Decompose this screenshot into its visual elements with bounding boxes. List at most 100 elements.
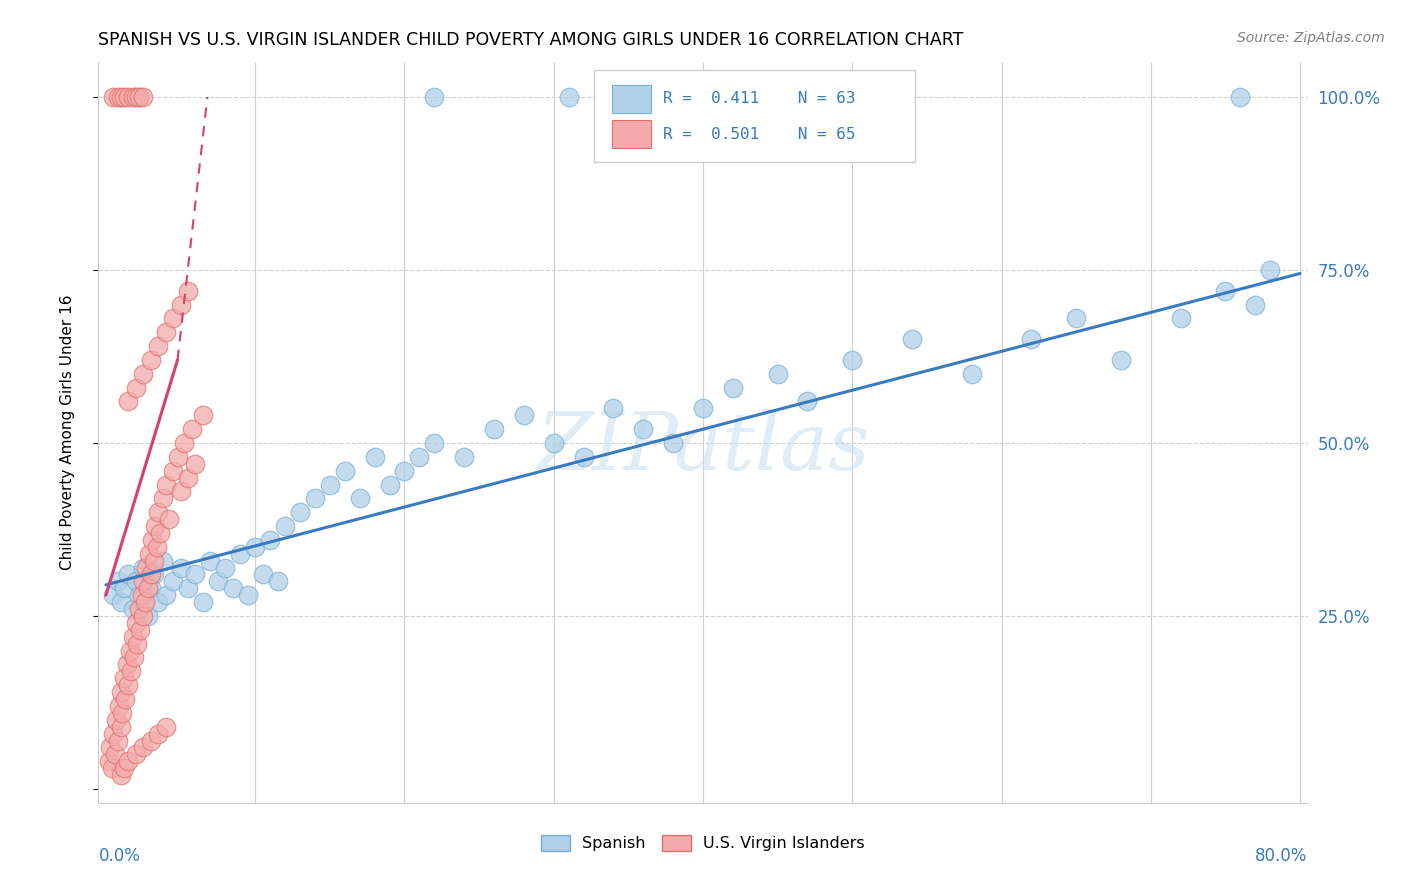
Point xyxy=(122,650,145,665)
Point xyxy=(128,90,150,104)
Point xyxy=(132,560,155,574)
FancyBboxPatch shape xyxy=(595,70,915,162)
Text: 0.0%: 0.0% xyxy=(98,847,141,865)
Point xyxy=(266,574,288,589)
Point xyxy=(288,505,311,519)
Point xyxy=(207,574,229,589)
Point xyxy=(132,367,155,381)
Point xyxy=(543,436,565,450)
Point xyxy=(841,353,863,368)
Point xyxy=(115,657,138,672)
Text: ZIPatlas: ZIPatlas xyxy=(536,409,870,486)
Point xyxy=(423,90,446,104)
Point xyxy=(107,90,129,104)
Point xyxy=(408,450,430,464)
Bar xyxy=(613,120,651,148)
Point xyxy=(149,525,172,540)
Point xyxy=(184,567,207,582)
Point xyxy=(98,740,121,755)
Legend: Spanish, U.S. Virgin Islanders: Spanish, U.S. Virgin Islanders xyxy=(534,829,872,858)
Point xyxy=(125,90,148,104)
Point xyxy=(692,401,714,416)
Point xyxy=(105,713,128,727)
Point xyxy=(252,567,274,582)
Point xyxy=(121,90,143,104)
Point xyxy=(103,588,125,602)
Point xyxy=(139,733,162,747)
Point xyxy=(177,284,200,298)
Point xyxy=(139,353,162,368)
Text: 80.0%: 80.0% xyxy=(1256,847,1308,865)
Point xyxy=(128,90,150,104)
Point xyxy=(1170,311,1192,326)
Point xyxy=(394,464,416,478)
Point xyxy=(453,450,475,464)
Point xyxy=(304,491,326,506)
Point xyxy=(602,401,624,416)
Point xyxy=(169,484,191,499)
Point xyxy=(572,450,595,464)
Point xyxy=(766,367,789,381)
Point xyxy=(120,665,142,679)
Point xyxy=(107,574,129,589)
Point xyxy=(243,540,266,554)
Point xyxy=(1229,90,1251,104)
Point xyxy=(662,436,685,450)
Point xyxy=(132,740,155,755)
Point xyxy=(111,706,134,720)
Point xyxy=(103,90,125,104)
Point xyxy=(155,326,177,340)
Point xyxy=(1109,353,1132,368)
Point xyxy=(157,512,180,526)
Point xyxy=(181,422,204,436)
Point xyxy=(145,540,167,554)
Point xyxy=(110,720,132,734)
Text: R =  0.411    N = 63: R = 0.411 N = 63 xyxy=(664,91,856,106)
Point xyxy=(274,519,297,533)
Point xyxy=(662,90,685,104)
Point xyxy=(112,761,135,775)
Point xyxy=(104,747,127,762)
Point xyxy=(142,567,165,582)
Point xyxy=(378,477,401,491)
Point xyxy=(136,609,159,624)
Point xyxy=(128,588,150,602)
Point xyxy=(125,574,148,589)
Point xyxy=(162,464,184,478)
Point xyxy=(101,761,124,775)
Point xyxy=(169,297,191,311)
Point xyxy=(128,602,150,616)
Point xyxy=(1258,263,1281,277)
Point xyxy=(139,582,162,596)
Point xyxy=(136,582,159,596)
Point xyxy=(125,615,148,630)
Point xyxy=(146,595,169,609)
Text: SPANISH VS U.S. VIRGIN ISLANDER CHILD POVERTY AMONG GIRLS UNDER 16 CORRELATION C: SPANISH VS U.S. VIRGIN ISLANDER CHILD PO… xyxy=(98,31,963,49)
Point xyxy=(117,754,139,768)
Point xyxy=(191,409,214,423)
Point xyxy=(121,602,143,616)
Bar xyxy=(613,85,651,112)
Point xyxy=(482,422,505,436)
Point xyxy=(633,422,655,436)
Text: R =  0.501    N = 65: R = 0.501 N = 65 xyxy=(664,127,856,142)
Text: Source: ZipAtlas.com: Source: ZipAtlas.com xyxy=(1237,31,1385,45)
Point xyxy=(155,588,177,602)
Point xyxy=(162,574,184,589)
Point xyxy=(117,678,139,692)
Point xyxy=(173,436,195,450)
Point xyxy=(121,630,143,644)
Point xyxy=(155,720,177,734)
Point xyxy=(125,381,148,395)
Point xyxy=(222,582,245,596)
Point xyxy=(132,90,155,104)
Point xyxy=(118,643,141,657)
Y-axis label: Child Poverty Among Girls Under 16: Child Poverty Among Girls Under 16 xyxy=(60,295,75,570)
Point xyxy=(333,464,356,478)
Point xyxy=(117,567,139,582)
Point xyxy=(146,726,169,740)
Point xyxy=(229,547,252,561)
Point xyxy=(110,90,132,104)
Point xyxy=(423,436,446,450)
Point xyxy=(110,595,132,609)
